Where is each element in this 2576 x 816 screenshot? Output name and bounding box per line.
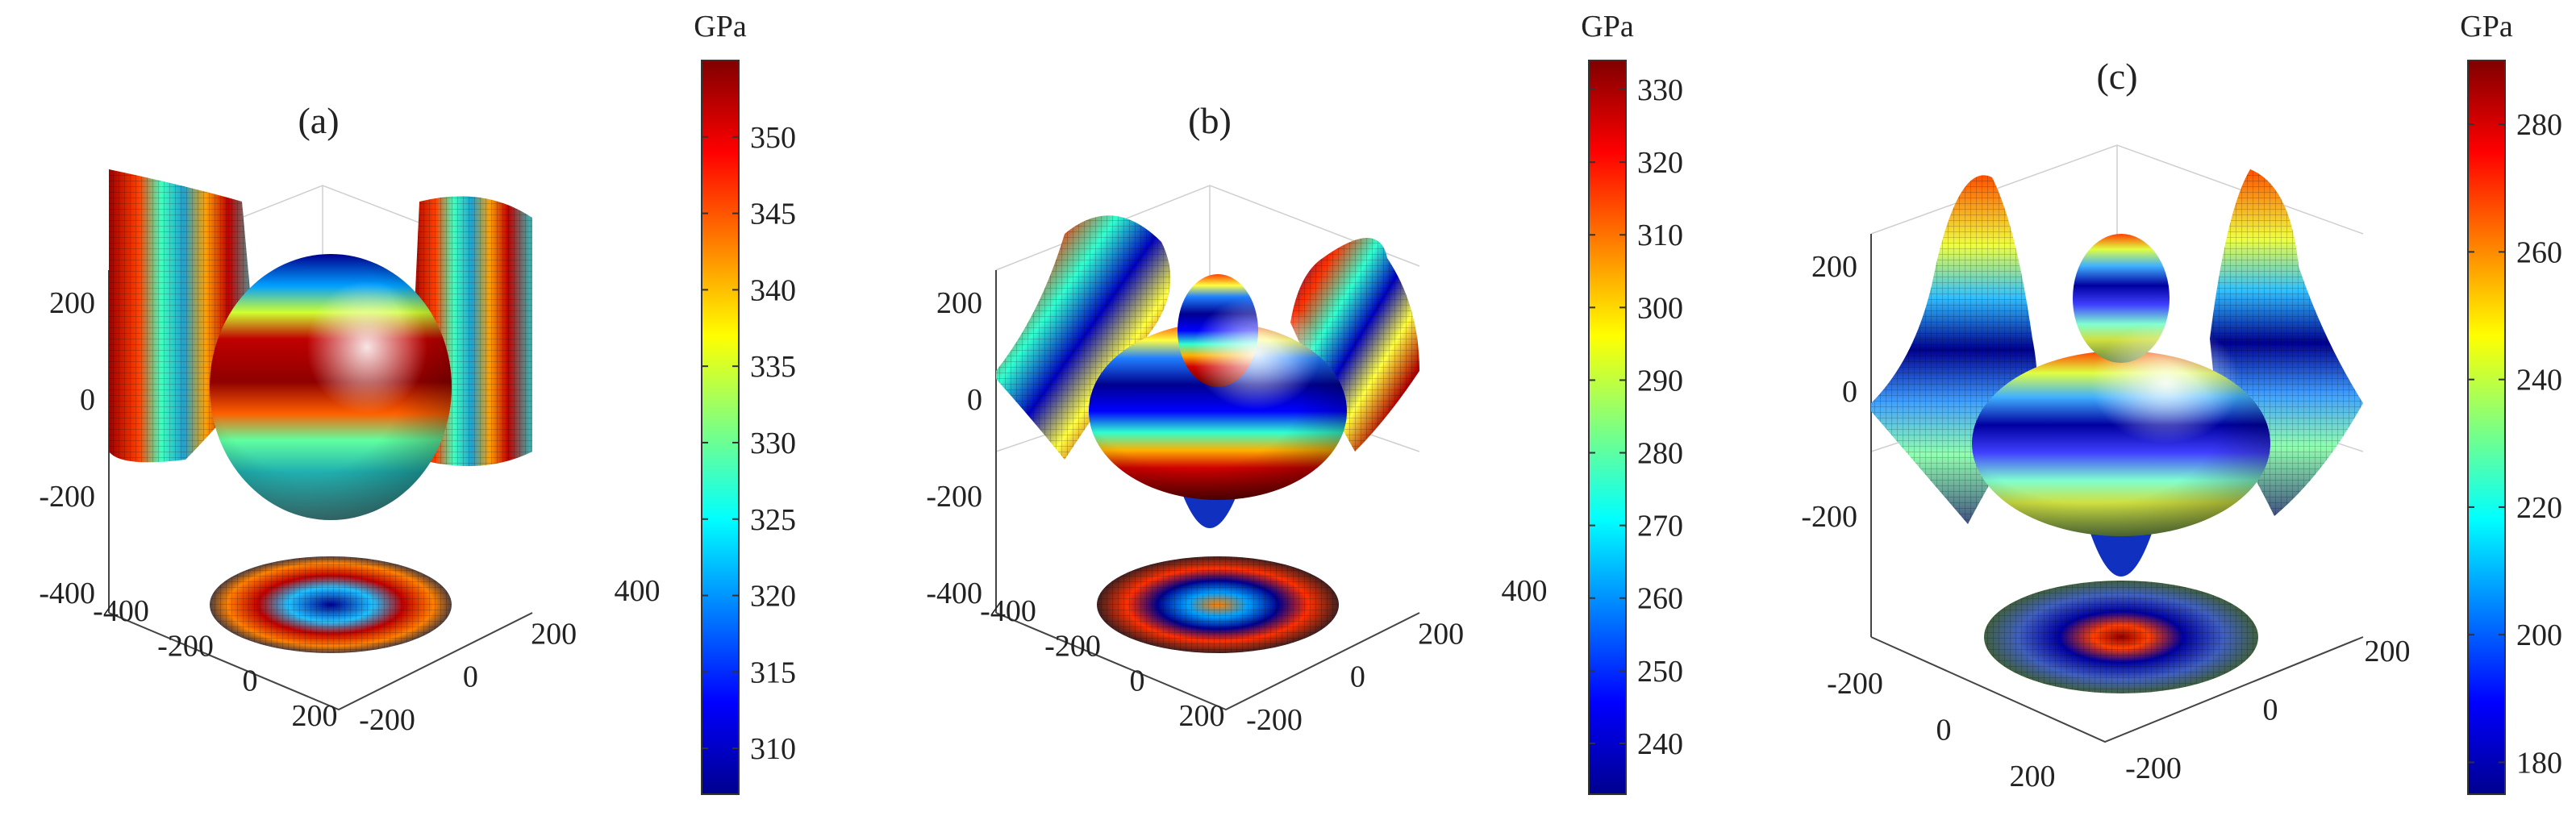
z-tick-label-c: -200	[1801, 500, 1857, 534]
colorbar-ticks-c: 180 200 220 240 260 280	[2468, 108, 2562, 780]
z-tick-label-a: 0	[80, 383, 95, 417]
colorbar-tick-label-c: 240	[2516, 364, 2562, 398]
colorbar-unit-a: GPa	[694, 10, 747, 44]
colorbar-tick-label-b: 330	[1637, 73, 1683, 107]
y-tick-label-a: 200	[531, 617, 577, 651]
y-tick-label-c: -200	[2125, 751, 2182, 785]
z-tick-label-b: -200	[926, 480, 982, 514]
x-tick-label-b: 200	[1179, 699, 1225, 733]
x-tick-label-b: -200	[1044, 629, 1101, 663]
y-tick-label-a: -200	[359, 703, 415, 737]
colorbar-frame-c	[2467, 60, 2506, 795]
y-tick-label-b: -200	[1246, 703, 1303, 737]
y-tick-labels-c: -200 0 200	[2125, 635, 2410, 785]
x-tick-labels-c: -200 0 200	[1827, 667, 2055, 793]
y-tick-label-c: 200	[2365, 635, 2411, 668]
z-tick-label-a: 200	[49, 286, 95, 320]
y-tick-label-b: 0	[1350, 660, 1365, 694]
z-tick-label-a: -200	[39, 480, 95, 514]
wing-right-b	[1290, 238, 1419, 452]
panel-title-b: (b)	[1188, 100, 1232, 141]
colorbar-c: GPa 180 200 220 240 260 280	[2460, 10, 2562, 795]
panel-title-c: (c)	[2096, 56, 2137, 97]
panel-title-a: (a)	[298, 100, 339, 141]
colorbar-tick-label-b: 280	[1637, 437, 1683, 471]
colorbar-gradient-c	[2468, 60, 2505, 794]
y-tick-label-c: 0	[2263, 693, 2278, 727]
x-tick-label-c: 0	[1936, 714, 1952, 747]
colorbar-tick-label-a: 350	[750, 121, 796, 155]
x-tick-label-a: -200	[157, 629, 214, 663]
y-tick-label-a: 0	[463, 660, 478, 694]
colorbar-tick-label-a: 345	[750, 198, 796, 231]
colorbar-tick-label-b: 300	[1637, 291, 1683, 325]
colorbar-a: GPa 310 315 320 325 330 335 340 345 350	[694, 10, 796, 795]
colorbar-tick-label-a: 310	[750, 732, 796, 766]
colorbar-tick-label-c: 180	[2516, 746, 2562, 780]
colorbar-tick-label-a: 325	[750, 503, 796, 537]
x-tick-label-a: 0	[243, 664, 258, 698]
z-tick-label-c: 0	[1842, 375, 1857, 409]
colorbar-gradient-b	[1589, 60, 1626, 794]
colorbar-ticks-a: 310 315 320 325 330 335 340 345 350	[702, 121, 796, 766]
colorbar-tick-label-a: 335	[750, 350, 796, 384]
colorbar-tick-label-a: 315	[750, 656, 796, 689]
colorbar-tick-label-c: 220	[2516, 491, 2562, 525]
sphere-a	[210, 254, 452, 520]
wing-left-b	[996, 215, 1171, 460]
colorbar-tick-label-b: 270	[1637, 510, 1683, 543]
disc-c	[1984, 581, 2258, 693]
colorbar-tick-label-b: 240	[1637, 727, 1683, 761]
colorbar-tick-label-b: 290	[1637, 364, 1683, 398]
colorbar-unit-c: GPa	[2460, 10, 2513, 44]
colorbar-tick-label-b: 320	[1637, 146, 1683, 180]
colorbar-b: GPa 240 250 260 270 280 290 300 310 320 330	[1581, 10, 1683, 795]
x-tick-labels-b: -400-200 0 200	[980, 594, 1224, 733]
panel-c: (c) 200 0 -200 -200 0 200 -200 0 200 GPa 180 20…	[1801, 10, 2562, 795]
x-tick-label-a: -400	[93, 594, 149, 628]
x-tick-label-c: 200	[2010, 760, 2056, 793]
colorbar-tick-label-c: 200	[2516, 618, 2562, 652]
x-tick-label-b: 0	[1130, 664, 1145, 698]
body-b	[1089, 274, 1347, 528]
y-tick-labels-a: -200 0 200 400	[359, 574, 660, 737]
z-tick-labels-a: 200 0 -200 -400	[39, 286, 95, 610]
colorbar-gradient-a	[702, 60, 739, 794]
colorbar-tick-label-a: 320	[750, 580, 796, 614]
y-tick-label-b: 400	[1502, 574, 1548, 608]
z-tick-label-a: -400	[39, 577, 95, 610]
z-tick-label-b: -400	[926, 577, 982, 610]
colorbar-tick-label-b: 310	[1637, 219, 1683, 252]
colorbar-tick-label-b: 250	[1637, 655, 1683, 689]
colorbar-tick-label-b: 260	[1637, 582, 1683, 616]
x-tick-label-a: 200	[292, 699, 338, 733]
z-tick-label-c: 200	[1811, 250, 1857, 284]
z-tick-label-b: 0	[967, 383, 982, 417]
x-tick-labels-a: -400-200 0 200	[93, 594, 337, 733]
z-tick-labels-c: 200 0 -200	[1801, 250, 1857, 534]
z-tick-labels-b: 200 0 -200 -400	[926, 286, 982, 610]
colorbar-ticks-b: 240 250 260 270 280 290 300 310 320 330	[1589, 73, 1683, 761]
y-tick-label-a: 400	[615, 574, 661, 608]
y-tick-labels-b: -200 0 200 400	[1246, 574, 1547, 737]
disc-a	[210, 556, 452, 653]
colorbar-tick-label-c: 260	[2516, 235, 2562, 269]
colorbar-unit-b: GPa	[1581, 10, 1634, 44]
z-tick-label-b: 200	[936, 286, 982, 320]
colorbar-tick-label-a: 330	[750, 427, 796, 460]
disc-b	[1097, 556, 1339, 653]
colorbar-tick-label-c: 280	[2516, 108, 2562, 142]
y-tick-label-b: 200	[1418, 617, 1464, 651]
x-tick-label-c: -200	[1827, 667, 1883, 701]
x-tick-label-b: -400	[980, 594, 1036, 628]
colorbar-tick-label-a: 340	[750, 273, 796, 307]
body-c	[1972, 234, 2270, 577]
colorbar-frame-b	[1588, 60, 1627, 795]
colorbar-frame-a	[701, 60, 740, 795]
